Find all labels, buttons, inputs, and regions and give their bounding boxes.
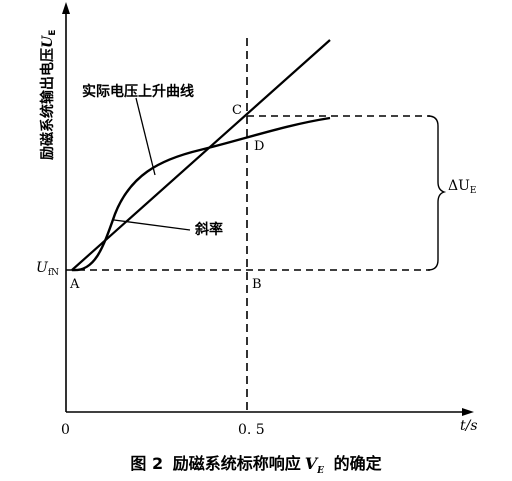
x-axis-arrow [462, 408, 474, 416]
curve-label: 实际电压上升曲线 [82, 83, 194, 100]
caption-text: 励磁系统标称响应 [172, 454, 301, 473]
svg-text:励磁系统输出电压UE: 励磁系统输出电压UE [39, 30, 58, 160]
point-d-label: D [254, 139, 264, 154]
point-c-label: C [232, 103, 242, 118]
uf-label: UfN [36, 260, 59, 278]
point-a-label: A [69, 277, 80, 292]
slope-label: 斜率 [194, 221, 223, 238]
point-b-label: B [252, 277, 262, 292]
slope-label-leader [113, 219, 191, 231]
curve-label-leader [135, 97, 156, 176]
y-axis-label: 励磁系统输出电压UE [39, 30, 58, 160]
x-tick-label: 0. 5 [238, 422, 265, 438]
caption-suffix: 的确定 [333, 454, 382, 473]
response-figure: 励磁系统输出电压UE 实际电压上升曲线 斜率 A B C D UfN ΔUE 0… [36, 2, 478, 438]
caption-number: 图 2 [130, 454, 164, 473]
delta-brace [427, 115, 447, 271]
delta-ue-label: ΔUE [448, 178, 477, 196]
origin-label: 0 [61, 422, 70, 438]
figure-caption: 图 2 励磁系统标称响应 VE 的确定 [0, 450, 512, 476]
y-axis-arrow [62, 2, 70, 14]
caption-symbol: VE [304, 454, 324, 477]
actual-voltage-curve [71, 116, 331, 272]
x-axis-label: t/s [460, 418, 478, 434]
slope-line [71, 39, 331, 271]
